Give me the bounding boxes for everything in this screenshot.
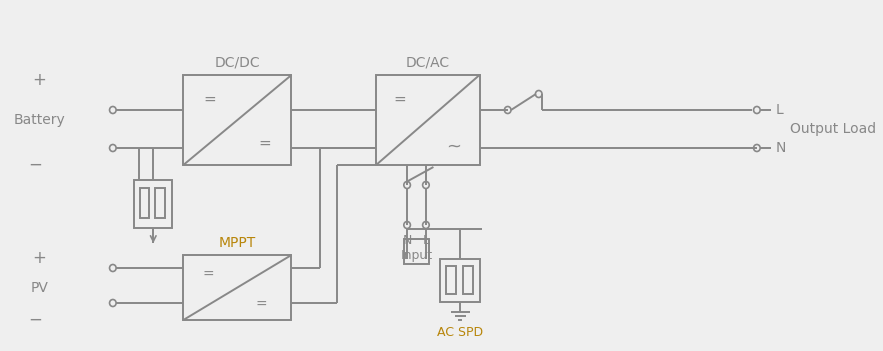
Text: +: + (33, 249, 47, 267)
Text: =: = (203, 268, 215, 282)
Text: =: = (393, 92, 406, 106)
Bar (376, 75, 479, 165)
Text: Battery: Battery (13, 113, 65, 127)
Text: =: = (203, 92, 216, 106)
Text: Output Load: Output Load (789, 122, 876, 136)
Text: =: = (259, 135, 271, 151)
Text: −: − (28, 156, 42, 174)
Bar (446, 266, 456, 294)
Text: PV: PV (31, 281, 49, 295)
Bar (440, 259, 480, 302)
Bar (184, 255, 291, 320)
Text: N: N (403, 234, 411, 247)
Text: +: + (33, 71, 47, 89)
Bar (184, 75, 291, 165)
Text: −: − (28, 311, 42, 329)
Text: N: N (775, 141, 786, 155)
Bar (463, 266, 473, 294)
Text: DC/AC: DC/AC (405, 56, 449, 70)
Text: ~: ~ (446, 138, 461, 156)
Text: =: = (255, 298, 268, 312)
Text: DC/DC: DC/DC (215, 56, 260, 70)
Bar (134, 180, 172, 228)
Text: Input: Input (401, 249, 433, 261)
Bar (140, 188, 149, 218)
Text: L: L (775, 103, 783, 117)
Bar (155, 188, 164, 218)
Text: L: L (422, 234, 429, 247)
Text: AC SPD: AC SPD (437, 325, 483, 338)
Text: MPPT: MPPT (219, 236, 256, 250)
Bar (404, 239, 429, 264)
